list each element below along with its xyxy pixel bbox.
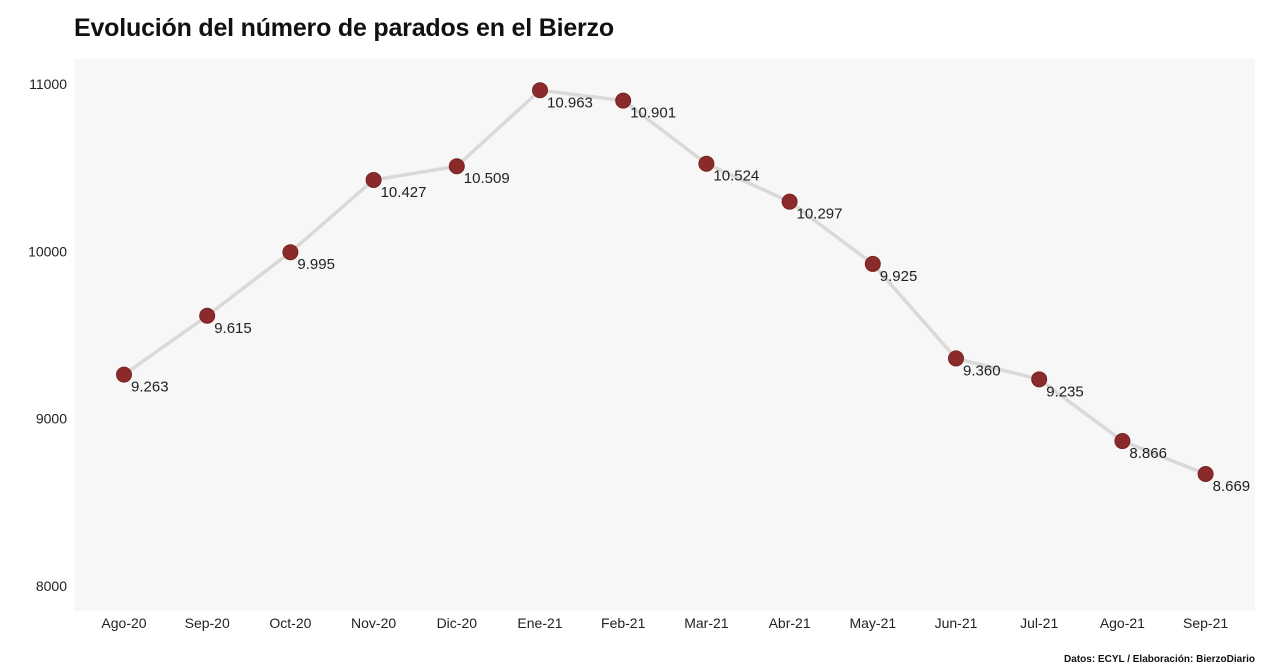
data-label: 9.263 [131,379,169,396]
x-axis: Ago-20 Sep-20 Oct-20 Nov-20 Dic-20 Ene-21 Feb-… [101,615,1228,631]
data-point [615,92,632,109]
y-tick-label: 11000 [29,76,67,92]
x-tick-label: Abr-21 [769,615,811,631]
data-point [948,350,964,367]
y-tick-label: 9000 [36,411,67,427]
x-tick-label: Ago-20 [101,615,146,631]
data-label: 9.925 [880,268,918,285]
x-tick-label: Nov-20 [351,615,396,631]
x-tick-label: Ago-21 [1100,615,1145,631]
x-tick-label: Jul-21 [1020,615,1058,631]
data-label: 10.901 [630,105,676,122]
x-tick-label: Mar-21 [684,615,729,631]
x-tick-label: Sep-21 [1183,615,1228,631]
data-label: 8.669 [1213,478,1251,495]
x-tick-label: Dic-20 [437,615,478,631]
data-label: 9.235 [1046,383,1084,400]
x-tick-label: Ene-21 [517,615,562,631]
data-label: 10.427 [381,184,427,201]
data-point [365,171,382,188]
data-label: 9.360 [963,362,1001,379]
data-point [864,255,881,272]
x-tick-label: Sep-20 [185,615,230,631]
data-label: 8.866 [1129,445,1167,462]
data-label: 10.509 [464,170,510,187]
data-label: 9.615 [214,320,252,337]
data-points [116,82,1214,483]
data-label: 10.963 [547,94,593,111]
data-point [532,82,548,99]
data-label: 10.524 [713,168,759,185]
data-label: 10.297 [797,206,843,223]
data-label: 9.995 [297,256,335,273]
data-point [698,155,715,172]
data-point [1197,466,1214,483]
x-tick-label: Feb-21 [601,615,646,631]
data-point [448,158,465,175]
data-point [116,366,132,383]
y-axis: 8000 9000 10000 11000 [28,76,67,594]
x-tick-label: Oct-20 [269,615,311,631]
chart-title: Evolución del número de parados en el Bi… [74,14,614,42]
data-point [199,307,216,324]
data-point [781,193,798,210]
y-tick-label: 8000 [36,578,67,594]
data-labels: 9.263 9.615 9.995 10.427 10.509 10.963 10.901 1… [131,94,1250,495]
data-point [1114,433,1131,450]
plot-panel [74,59,1255,611]
source-note: Datos: ECYL / Elaboración: BierzoDiario [1064,654,1255,665]
data-point [1031,371,1048,388]
data-point [282,244,299,261]
y-tick-label: 10000 [28,243,67,259]
x-tick-label: Jun-21 [935,615,978,631]
series-line [122,88,1208,476]
x-tick-label: May-21 [849,615,896,631]
